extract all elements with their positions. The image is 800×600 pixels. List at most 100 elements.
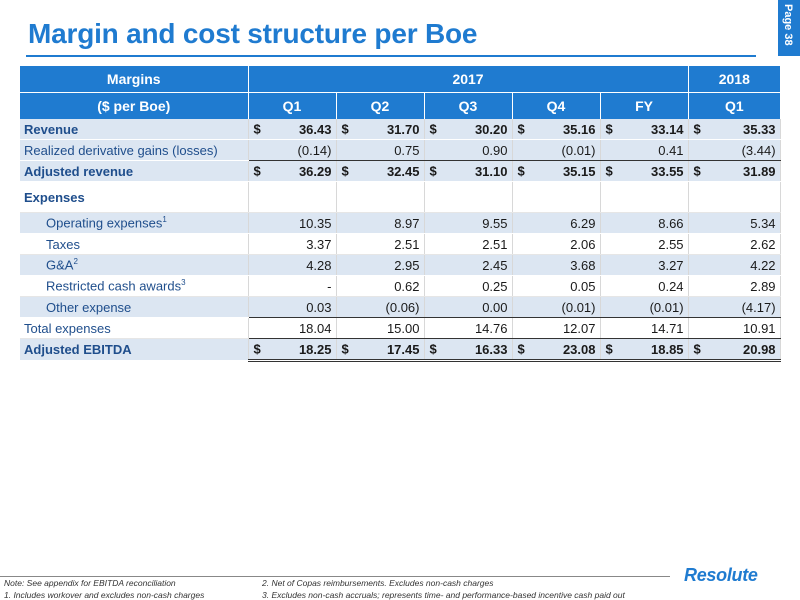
resolute-logo: Resolute (684, 565, 758, 585)
cell-value: 0.24 (600, 275, 689, 297)
cell-value: 2.62 (688, 233, 781, 255)
row-label: Revenue (20, 119, 249, 140)
row-total-expenses: Total expenses 18.04 15.00 14.76 12.07 1… (20, 317, 781, 339)
cell-value: 2.06 (512, 233, 601, 255)
section-heading: Expenses (20, 181, 249, 213)
header-fy-2017: FY (600, 92, 689, 119)
cell-value: $18.85 (600, 338, 689, 362)
footnote-2: 2. Net of Copas reimbursements. Excludes… (262, 578, 494, 588)
cell-value: $30.20 (424, 119, 513, 140)
cell-value: 2.55 (600, 233, 689, 255)
footnote-note: Note: See appendix for EBITDA reconcilia… (4, 578, 176, 588)
row-label: Adjusted revenue (20, 160, 249, 182)
cell-value: 3.68 (512, 254, 601, 276)
empty-cell (688, 181, 781, 213)
row-label: Total expenses (20, 317, 249, 339)
cell-value: 0.03 (248, 296, 337, 318)
empty-cell (600, 181, 689, 213)
margin-cost-table: Margins 2017 2018 ($ per Boe) Q1 Q2 Q3 Q… (20, 66, 781, 362)
cell-value: 12.07 (512, 317, 601, 339)
cell-value: 0.05 (512, 275, 601, 297)
cell-value: $31.10 (424, 160, 513, 182)
footnote-3: 3. Excludes non-cash accruals; represent… (262, 590, 625, 600)
row-adjusted-ebitda: Adjusted EBITDA $18.25 $17.45 $16.33 $23… (20, 338, 781, 362)
cell-value: (0.01) (512, 296, 601, 318)
cell-value: 0.62 (336, 275, 425, 297)
empty-cell (512, 181, 601, 213)
row-taxes: Taxes 3.37 2.51 2.51 2.06 2.55 2.62 (20, 233, 781, 255)
cell-value: 10.35 (248, 212, 337, 234)
cell-value: (0.01) (600, 296, 689, 318)
header-row-years: Margins 2017 2018 (20, 66, 781, 93)
row-derivative-gains: Realized derivative gains (losses) (0.14… (20, 139, 781, 161)
cell-value: 6.29 (512, 212, 601, 234)
row-label: Other expense (20, 296, 249, 318)
header-q4-2017: Q4 (512, 92, 601, 119)
cell-value: $32.45 (336, 160, 425, 182)
header-q3-2017: Q3 (424, 92, 513, 119)
cell-value: $35.15 (512, 160, 601, 182)
cell-value: (0.01) (512, 139, 601, 161)
footnote-1: 1. Includes workover and excludes non-ca… (4, 590, 205, 600)
cell-value: $36.29 (248, 160, 337, 182)
cell-value: $35.16 (512, 119, 601, 140)
cell-value: 3.27 (600, 254, 689, 276)
cell-value: 0.90 (424, 139, 513, 161)
cell-value: $16.33 (424, 338, 513, 362)
cell-value: 14.76 (424, 317, 513, 339)
row-label: Adjusted EBITDA (20, 338, 249, 361)
row-label: G&A2 (20, 254, 249, 276)
cell-value: 0.41 (600, 139, 689, 161)
header-q2-2017: Q2 (336, 92, 425, 119)
cell-value: 14.71 (600, 317, 689, 339)
cell-value: $31.70 (336, 119, 425, 140)
cell-value: $23.08 (512, 338, 601, 362)
cell-value: 2.51 (424, 233, 513, 255)
row-expenses-heading: Expenses (20, 181, 781, 213)
cell-value: 3.37 (248, 233, 337, 255)
cell-value: $31.89 (688, 160, 781, 182)
cell-value: $18.25 (248, 338, 337, 362)
cell-value: 8.97 (336, 212, 425, 234)
row-restricted-cash-awards: Restricted cash awards3 - 0.62 0.25 0.05… (20, 275, 781, 297)
cell-value: - (248, 275, 337, 297)
cell-value: 10.91 (688, 317, 781, 339)
row-revenue: Revenue $36.43 $31.70 $30.20 $35.16 $33.… (20, 119, 781, 140)
empty-cell (336, 181, 425, 213)
row-label: Realized derivative gains (losses) (20, 139, 249, 161)
row-operating-expenses: Operating expenses1 10.35 8.97 9.55 6.29… (20, 212, 781, 234)
cell-value: $36.43 (248, 119, 337, 140)
cell-value: 15.00 (336, 317, 425, 339)
cell-value: 2.89 (688, 275, 781, 297)
row-other-expense: Other expense 0.03 (0.06) 0.00 (0.01) (0… (20, 296, 781, 318)
header-row-quarters: ($ per Boe) Q1 Q2 Q3 Q4 FY Q1 (20, 92, 781, 119)
row-adjusted-revenue: Adjusted revenue $36.29 $32.45 $31.10 $3… (20, 160, 781, 182)
empty-cell (248, 181, 337, 213)
cell-value: 0.75 (336, 139, 425, 161)
cell-value: 18.04 (248, 317, 337, 339)
cell-value: 9.55 (424, 212, 513, 234)
header-2017: 2017 (248, 66, 689, 93)
cell-value: $17.45 (336, 338, 425, 362)
header-q1-2018: Q1 (688, 92, 781, 119)
cell-value: $20.98 (688, 338, 781, 362)
cell-value: 4.22 (688, 254, 781, 276)
row-label: Restricted cash awards3 (20, 275, 249, 297)
cell-value: 2.45 (424, 254, 513, 276)
cell-value: 5.34 (688, 212, 781, 234)
cell-value: (4.17) (688, 296, 781, 318)
footer-divider (0, 576, 670, 577)
title-underline (26, 55, 756, 57)
row-label: Operating expenses1 (20, 212, 249, 234)
cell-value: (3.44) (688, 139, 781, 161)
cell-value: $33.55 (600, 160, 689, 182)
cell-value: 2.51 (336, 233, 425, 255)
cell-value: 0.00 (424, 296, 513, 318)
header-margins: Margins (20, 66, 249, 93)
row-g-and-a: G&A2 4.28 2.95 2.45 3.68 3.27 4.22 (20, 254, 781, 276)
cell-value: $35.33 (688, 119, 781, 140)
cell-value: 4.28 (248, 254, 337, 276)
cell-value: (0.06) (336, 296, 425, 318)
header-2018: 2018 (688, 66, 781, 93)
row-label: Taxes (20, 233, 249, 255)
